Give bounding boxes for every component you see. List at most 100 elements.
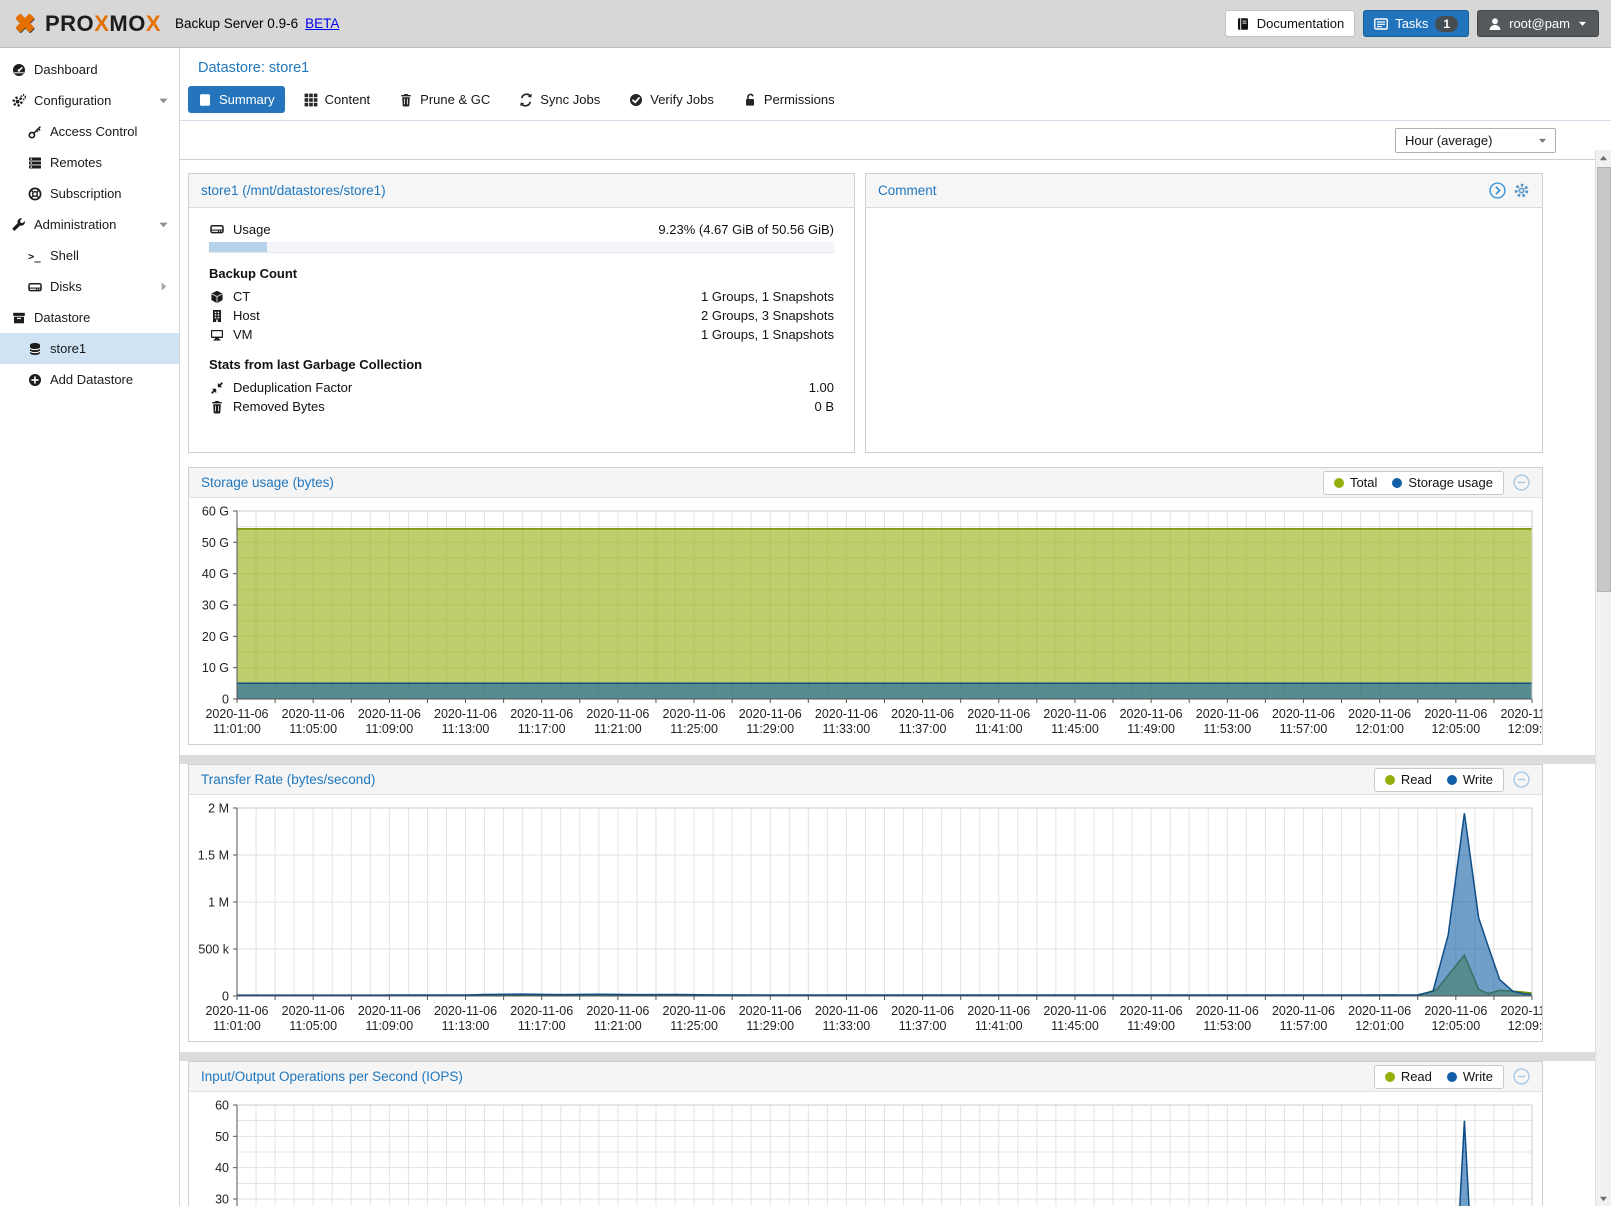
legend-item-write[interactable]: Write	[1446, 772, 1493, 787]
svg-text:11:57:00: 11:57:00	[1280, 1019, 1328, 1033]
svg-text:2020-11-06: 2020-11-06	[1043, 1004, 1106, 1018]
legend-dot-icon	[1392, 477, 1403, 488]
sidebar-item-dashboard[interactable]: Dashboard	[0, 54, 179, 85]
trash-icon	[399, 93, 413, 107]
svg-text:>_: >_	[28, 251, 41, 263]
svg-text:11:45:00: 11:45:00	[1051, 1019, 1099, 1033]
legend-item-read[interactable]: Read	[1384, 1069, 1432, 1084]
host-row: Host 2 Groups, 3 Snapshots	[209, 306, 834, 325]
usage-row: Usage 9.23% (4.67 GiB of 50.56 GiB)	[209, 219, 834, 239]
collapse-chart-icon[interactable]	[1513, 1068, 1530, 1085]
svg-text:500 k: 500 k	[198, 943, 229, 957]
collapse-chart-icon[interactable]	[1513, 771, 1530, 788]
tab-label: Prune & GC	[420, 92, 491, 107]
svg-text:11:29:00: 11:29:00	[746, 1019, 794, 1033]
backup-count-heading: Backup Count	[209, 266, 298, 281]
dashboard-icon	[10, 63, 28, 77]
tab-permissions[interactable]: Permissions	[733, 86, 845, 113]
scrollbar	[1595, 150, 1611, 1206]
usage-label: Usage	[233, 221, 271, 237]
tab-summary[interactable]: Summary	[188, 86, 285, 113]
product-name: Backup Server 0.9-6	[175, 16, 299, 31]
tasks-button[interactable]: Tasks 1	[1363, 10, 1470, 37]
gear-icon[interactable]	[1513, 182, 1530, 199]
sidebar-item-shell[interactable]: >_ Shell	[0, 240, 179, 271]
legend-dot-icon	[1384, 1071, 1395, 1082]
svg-text:2020-11-06: 2020-11-06	[1196, 1004, 1259, 1018]
documentation-button[interactable]: Documentation	[1224, 10, 1356, 37]
compress-icon	[209, 381, 224, 395]
legend-dot-icon	[1446, 1071, 1457, 1082]
panel-splitter[interactable]	[180, 1052, 1611, 1061]
svg-text:2020-11-06: 2020-11-06	[815, 1004, 878, 1018]
brand-letter: X	[145, 10, 162, 36]
legend-item-total[interactable]: Total	[1333, 475, 1377, 490]
scrollbar-thumb[interactable]	[1597, 167, 1611, 592]
panel-splitter[interactable]	[180, 755, 1611, 764]
svg-text:2 M: 2 M	[208, 802, 229, 816]
svg-text:2020-11-06: 2020-11-06	[663, 1004, 726, 1018]
tab-label: Permissions	[763, 92, 835, 107]
svg-text:2020-11-06: 2020-11-06	[586, 707, 649, 721]
scroll-down-button[interactable]	[1596, 1190, 1611, 1206]
scroll-up-button[interactable]	[1596, 150, 1611, 166]
chart-legend: Total Storage usage	[1322, 470, 1504, 495]
sidebar-item-disks[interactable]: Disks	[0, 271, 179, 302]
beta-link[interactable]: BETA	[305, 16, 340, 31]
row-label: Removed Bytes	[233, 399, 325, 414]
sidebar-item-access-control[interactable]: Access Control	[0, 116, 179, 147]
svg-text:11:49:00: 11:49:00	[1127, 1019, 1175, 1033]
legend-item-storage-usage[interactable]: Storage usage	[1392, 475, 1493, 490]
svg-text:2020-11-06: 2020-11-06	[1196, 707, 1259, 721]
row-label: Deduplication Factor	[233, 380, 353, 395]
legend-label: Read	[1400, 772, 1432, 787]
svg-text:2020-11-06: 2020-11-06	[358, 1004, 421, 1018]
proxmox-logo: PROXMOX	[12, 10, 161, 37]
tab-sync-jobs[interactable]: Sync Jobs	[509, 86, 610, 113]
key-icon	[26, 125, 44, 139]
svg-text:12:05:00: 12:05:00	[1431, 722, 1480, 736]
vm-row: VM 1 Groups, 1 Snapshots	[209, 325, 834, 344]
sidebar-item-subscription[interactable]: Subscription	[0, 178, 179, 209]
svg-text:11:49:00: 11:49:00	[1127, 722, 1175, 736]
svg-text:40: 40	[215, 1161, 229, 1175]
removed-bytes-row: Removed Bytes 0 B	[209, 397, 834, 416]
terminal-icon: >_	[26, 249, 44, 263]
chart-legend: Read Write	[1373, 767, 1504, 792]
svg-text:2020-11-06: 2020-11-06	[1424, 707, 1487, 721]
svg-text:2020-11-06: 2020-11-06	[282, 1004, 345, 1018]
documentation-label: Documentation	[1256, 16, 1345, 31]
svg-text:11:41:00: 11:41:00	[975, 722, 1023, 736]
svg-text:2020-11-06: 2020-11-06	[1120, 707, 1183, 721]
svg-text:11:25:00: 11:25:00	[670, 722, 718, 736]
tasks-label: Tasks	[1395, 16, 1429, 31]
check-circle-icon	[629, 93, 643, 107]
tab-prune-gc[interactable]: Prune & GC	[389, 86, 500, 113]
tab-separator	[180, 120, 1611, 121]
tab-verify-jobs[interactable]: Verify Jobs	[619, 86, 724, 113]
cube-icon	[209, 290, 224, 304]
legend-item-write[interactable]: Write	[1446, 1069, 1493, 1084]
time-range-select[interactable]: Hour (average)	[1395, 127, 1556, 153]
desktop-icon	[209, 328, 224, 342]
content-area: store1 (/mnt/datastores/store1) Usage 9.…	[180, 160, 1611, 1206]
input-output-operations-per-second-iops-panel: Input/Output Operations per Second (IOPS…	[188, 1061, 1543, 1206]
caret-right-icon	[158, 281, 169, 292]
tab-content[interactable]: Content	[294, 86, 381, 113]
sidebar-item-configuration[interactable]: Configuration	[0, 85, 179, 116]
legend-dot-icon	[1333, 477, 1344, 488]
sidebar-item-administration[interactable]: Administration	[0, 209, 179, 240]
collapse-chart-icon[interactable]	[1513, 474, 1530, 491]
chart-body: 0 10 G 20 G 30 G 40 G 50 G 60 G 2020-11-06 11:01…	[189, 498, 1542, 744]
sidebar-item-add-datastore[interactable]: Add Datastore	[0, 364, 179, 395]
storage-usage-bytes-chart: 010 G20 G30 G40 G50 G60 G2020-11-0611:01…	[202, 505, 1542, 737]
expand-right-icon[interactable]	[1489, 182, 1506, 199]
user-menu-button[interactable]: root@pam	[1477, 10, 1599, 37]
sidebar-item-remotes[interactable]: Remotes	[0, 147, 179, 178]
sidebar-item-store1[interactable]: store1	[0, 333, 179, 364]
legend-item-read[interactable]: Read	[1384, 772, 1432, 787]
svg-text:11:17:00: 11:17:00	[518, 722, 566, 736]
sidebar-item-datastore[interactable]: Datastore	[0, 302, 179, 333]
proxmox-x-icon	[12, 10, 39, 37]
svg-text:12:01:00: 12:01:00	[1355, 722, 1404, 736]
